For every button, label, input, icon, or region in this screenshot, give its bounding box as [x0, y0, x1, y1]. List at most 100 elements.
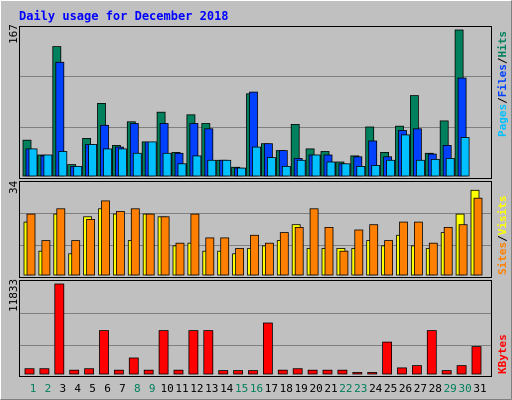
day-label-13: 13: [205, 382, 218, 395]
panels: [19, 26, 492, 377]
day-label-30: 30: [458, 382, 471, 395]
legend-item: /: [496, 97, 509, 104]
bar-kbytes-day-2: [39, 368, 50, 375]
bar-kbytes-day-22: [337, 369, 348, 375]
day-label-29: 29: [444, 382, 457, 395]
day-label-14: 14: [220, 382, 234, 395]
day-label-22: 22: [339, 382, 352, 395]
day-label-4: 4: [74, 382, 81, 395]
bar-sites-day-18: [279, 232, 289, 276]
bar-kbytes-day-31: [471, 346, 482, 375]
bar-kbytes-day-29: [441, 370, 452, 375]
bar-pages-day-12: [192, 155, 202, 177]
bar-pages-day-9: [147, 141, 157, 177]
bar-sites-day-27: [413, 221, 423, 276]
bar-sites-day-13: [205, 237, 215, 276]
bar-pages-day-30: [460, 137, 470, 177]
bar-sites-day-14: [220, 237, 230, 276]
day-label-31: 31: [473, 382, 486, 395]
bar-pages-day-13: [207, 159, 217, 177]
bar-kbytes-day-10: [158, 330, 169, 375]
bar-pages-day-11: [177, 163, 187, 177]
day-label-12: 12: [190, 382, 203, 395]
bar-kbytes-day-20: [307, 369, 318, 375]
day-label-9: 9: [149, 382, 156, 395]
bar-kbytes-day-30: [456, 365, 467, 375]
visits-max-label: 34: [7, 180, 20, 194]
bar-kbytes-day-3: [54, 283, 65, 375]
bar-sites-day-7: [116, 211, 125, 276]
bars: [22, 29, 483, 375]
day-label-17: 17: [265, 382, 278, 395]
day-label-28: 28: [429, 382, 442, 395]
hits-max-label: 167: [7, 24, 20, 44]
bar-sites-day-30: [458, 224, 468, 276]
day-labels: 1 2 3 4 5 6 7 8 9 10 11 12 13 14 15 16 17 18 19 20 21 22 23 24 2…: [30, 382, 487, 395]
bar-kbytes-day-13: [203, 330, 214, 375]
bar-pages-day-5: [88, 144, 97, 177]
bar-kbytes-day-5: [84, 368, 94, 375]
bar-pages-day-29: [445, 158, 455, 177]
legend-kbytes: KBytes: [496, 334, 509, 374]
bar-kbytes-day-21: [322, 369, 333, 375]
bar-sites-day-15: [235, 248, 245, 276]
bar-kbytes-day-16: [248, 370, 258, 375]
legend-hits-files-pages: Pages/Files/Hits: [496, 31, 509, 137]
bar-pages-day-2: [43, 154, 53, 177]
bar-pages-day-27: [415, 159, 425, 177]
bar-sites-day-2: [41, 240, 51, 276]
bar-kbytes-day-4: [69, 369, 80, 375]
bar-pages-day-16: [252, 146, 261, 177]
legend-item: Visits: [496, 196, 509, 236]
bar-pages-day-18: [281, 165, 291, 177]
bar-pages-day-20: [311, 154, 321, 177]
bar-sites-day-3: [56, 208, 66, 276]
bar-sites-day-22: [339, 250, 349, 276]
day-label-27: 27: [414, 382, 427, 395]
day-label-7: 7: [119, 382, 126, 395]
bar-sites-day-29: [443, 226, 453, 276]
bar-pages-day-17: [266, 157, 276, 177]
bar-pages-day-25: [386, 159, 396, 177]
bar-kbytes-day-9: [143, 369, 154, 375]
day-label-25: 25: [384, 382, 397, 395]
bar-sites-day-20: [309, 208, 319, 276]
day-label-24: 24: [369, 382, 383, 395]
bar-sites-day-10: [160, 216, 170, 276]
bar-sites-day-17: [264, 242, 274, 276]
day-label-18: 18: [280, 382, 293, 395]
bar-pages-day-4: [73, 165, 83, 177]
bar-pages-day-1: [28, 148, 38, 177]
day-label-3: 3: [59, 382, 66, 395]
bar-sites-day-9: [145, 213, 155, 276]
bar-sites-day-28: [428, 242, 438, 276]
bar-kbytes-day-14: [218, 370, 229, 375]
day-label-11: 11: [175, 382, 188, 395]
legend-item: Files: [496, 64, 509, 97]
bar-pages-day-22: [341, 163, 351, 177]
bar-kbytes-day-28: [426, 330, 437, 375]
day-label-2: 2: [45, 382, 52, 395]
bar-pages-day-3: [58, 151, 68, 177]
legend-item: Hits: [496, 31, 509, 58]
bar-kbytes-day-26: [397, 367, 407, 375]
bar-sites-day-24: [369, 224, 379, 276]
bar-sites-day-6: [101, 200, 110, 276]
bar-pages-day-21: [326, 161, 336, 177]
legend-item: KBytes: [496, 334, 509, 374]
day-label-16: 16: [250, 382, 263, 395]
bar-pages-day-26: [401, 134, 410, 177]
bar-sites-day-5: [86, 218, 95, 276]
bar-sites-day-25: [384, 240, 394, 276]
bar-sites-day-26: [399, 221, 408, 276]
day-label-21: 21: [324, 382, 337, 395]
bar-kbytes-day-24: [367, 372, 378, 375]
bar-kbytes-day-6: [99, 330, 109, 375]
day-label-15: 15: [235, 382, 248, 395]
bar-sites-day-12: [190, 213, 200, 276]
bar-sites-day-23: [354, 229, 364, 276]
bar-kbytes-day-15: [233, 370, 244, 375]
bar-pages-day-24: [371, 165, 381, 177]
